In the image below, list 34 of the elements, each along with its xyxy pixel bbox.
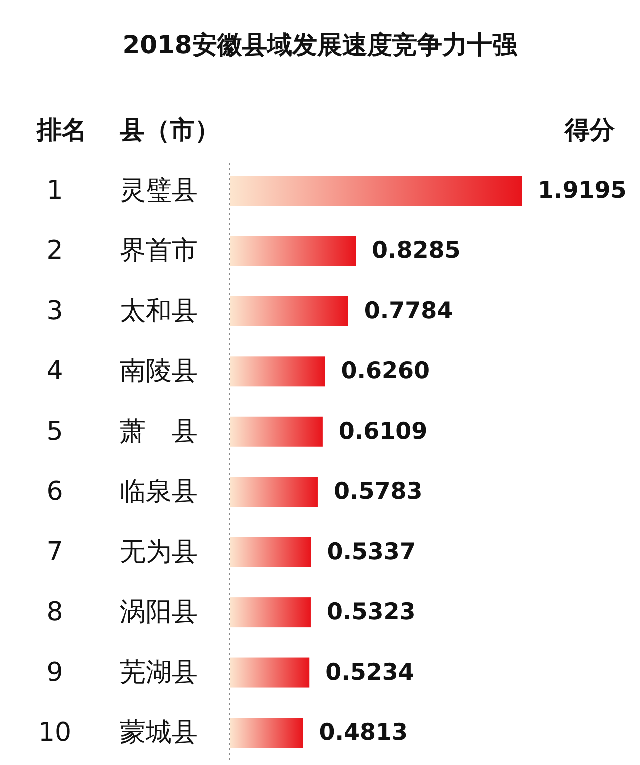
data-label: 0.5323	[326, 600, 416, 626]
annotation: 8	[46, 598, 64, 628]
annotation: 6	[46, 477, 64, 508]
data-label: 0.5783	[334, 479, 423, 506]
data-label: 0.8285	[372, 238, 461, 264]
category-label: 南陵县	[120, 356, 198, 387]
data-label: 0.6260	[341, 358, 430, 385]
category-label: 界首市	[120, 236, 198, 266]
annotation: 9	[46, 658, 64, 688]
annotation: 4	[46, 356, 64, 387]
annotation: 排名	[37, 116, 87, 144]
annotation: 2	[46, 236, 64, 266]
annotation: 3	[46, 296, 64, 326]
category-label: 芜湖县	[120, 658, 198, 688]
annotation: 县（市）	[120, 116, 220, 144]
category-label: 涡阳县	[120, 598, 198, 628]
category-label: 灵璧县	[120, 176, 198, 206]
category-label: 临泉县	[120, 477, 198, 508]
data-label: 0.4813	[319, 720, 408, 746]
annotation: 5	[46, 416, 64, 447]
data-label: 1.9195	[538, 178, 627, 204]
annotation: 7	[46, 537, 64, 568]
data-label: 0.5337	[327, 539, 416, 566]
data-label: 0.6109	[338, 418, 428, 445]
annotation: 得分	[565, 116, 615, 144]
category-label: 萧 县	[120, 416, 198, 447]
annotation: 10	[38, 718, 72, 748]
category-label: 蒙城县	[120, 718, 198, 748]
title: 2018安徽县域发展速度竞争力十强	[122, 30, 518, 60]
category-label: 无为县	[120, 537, 198, 568]
data-label: 0.7784	[364, 298, 454, 324]
annotation: 1	[46, 176, 64, 206]
data-label: 0.5234	[326, 660, 414, 686]
category-label: 太和县	[120, 296, 198, 326]
